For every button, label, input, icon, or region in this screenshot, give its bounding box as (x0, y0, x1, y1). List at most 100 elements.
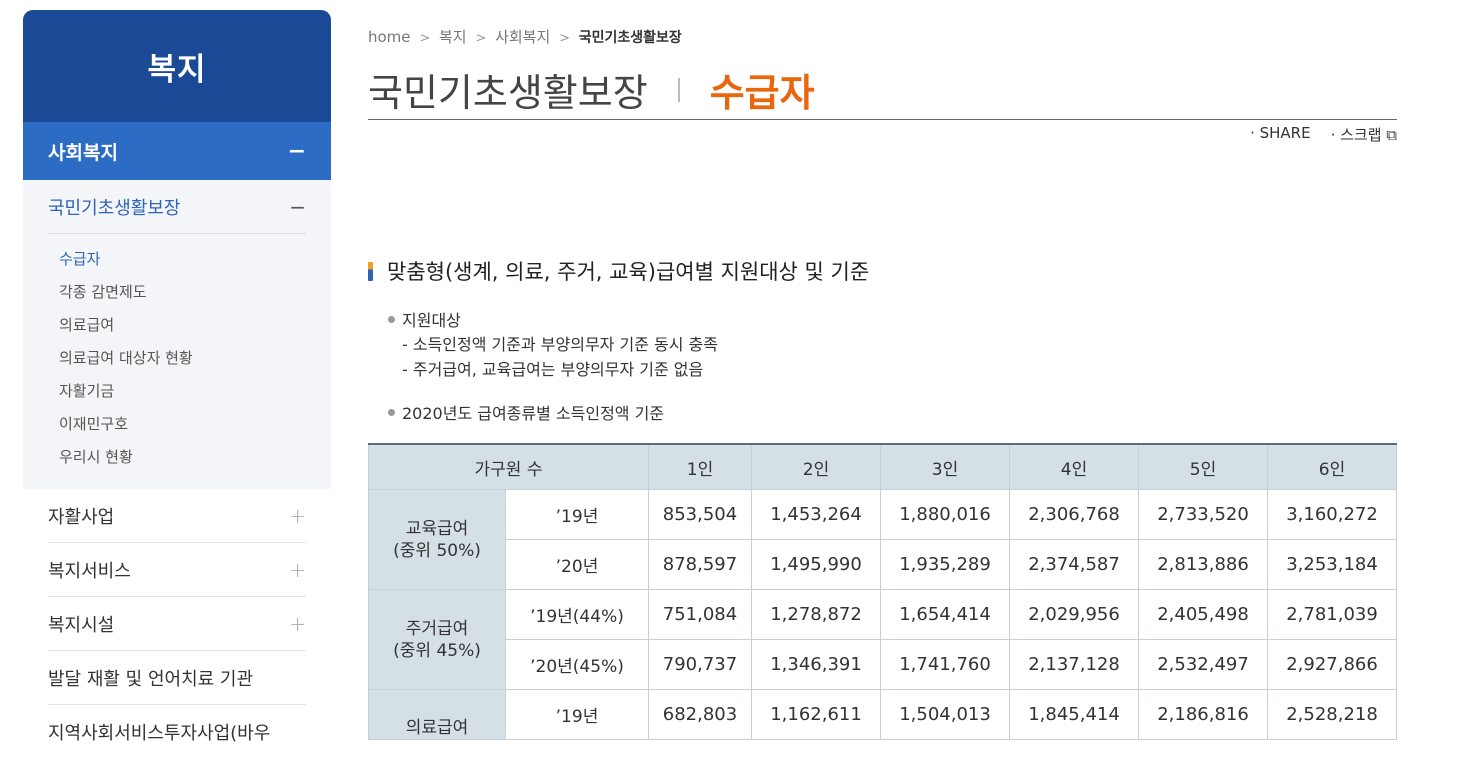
table-row: ’20년 878,597 1,495,990 1,935,289 2,374,5… (369, 539, 1397, 590)
plus-icon[interactable]: + (289, 557, 306, 582)
table-header-row: 가구원 수 1인 2인 3인 4인 5인 6인 (368, 443, 1397, 490)
sidebar-title-box: 복지 (23, 10, 331, 122)
group-name: 주거급여 (405, 618, 469, 639)
section-title-text: 맞춤형(생계, 의료, 주거, 교육)급여별 지원대상 및 기준 (387, 260, 870, 284)
bullet-dot-icon (388, 408, 395, 416)
bullet-support-target: 지원대상 (388, 307, 461, 331)
value-cell: 2,374,587 (1009, 539, 1139, 590)
table-header-cell: 2인 (751, 443, 881, 490)
value-cell: 3,160,272 (1267, 489, 1397, 540)
breadcrumb-item[interactable]: 사회복지 (495, 28, 551, 46)
plus-icon[interactable]: + (289, 611, 306, 636)
sidebar-depth3-list: 수급자 각종 감면제도 의료급여 의료급여 대상자 현황 자활기금 이재민구호 … (23, 234, 331, 477)
value-cell: 2,137,128 (1009, 639, 1139, 690)
value-cell: 1,935,289 (880, 539, 1010, 590)
dash-item: - 주거급여, 교육급여는 부양의무자 기준 없음 (402, 360, 704, 379)
sidebar-item-disaster-relief[interactable]: 이재민구호 (59, 415, 129, 433)
value-cell: 1,654,414 (880, 589, 1010, 640)
minus-icon[interactable]: − (287, 138, 306, 164)
value-cell: 2,405,498 (1138, 589, 1268, 640)
section-title: 맞춤형(생계, 의료, 주거, 교육)급여별 지원대상 및 기준 (368, 256, 869, 286)
year-cell: ’19년 (505, 489, 649, 540)
value-cell: 2,186,816 (1138, 689, 1268, 740)
sidebar-item-exemptions[interactable]: 각종 감면제도 (59, 283, 147, 301)
table-row: ’20년(45%) 790,737 1,346,391 1,741,760 2,… (369, 639, 1397, 690)
group-sub: (중위 45%) (393, 640, 481, 661)
row-group-header: 의료급여 (368, 689, 506, 740)
value-cell: 878,597 (648, 539, 752, 590)
minus-icon[interactable]: − (289, 194, 306, 219)
dash-item: - 소득인정액 기준과 부양의무자 기준 동시 충족 (402, 335, 718, 354)
table-header-cell: 1인 (648, 443, 752, 490)
year-cell: ’19년(44%) (505, 589, 649, 640)
value-cell: 1,162,611 (751, 689, 881, 740)
sidebar-item-welfare-service[interactable]: 복지서비스 + (48, 543, 306, 597)
group-name: 의료급여 (405, 718, 469, 738)
year-cell: ’20년(45%) (505, 639, 649, 690)
bullet-text: 2020년도 급여종류별 소득인정액 기준 (402, 404, 665, 423)
value-cell: 3,253,184 (1267, 539, 1397, 590)
value-cell: 1,504,013 (880, 689, 1010, 740)
bullet-text: 지원대상 (402, 311, 461, 330)
breadcrumb-item[interactable]: 복지 (439, 28, 467, 46)
sidebar-item-recipient[interactable]: 수급자 (59, 250, 101, 268)
breadcrumb-separator: > (559, 31, 570, 46)
sidebar-item-city-status[interactable]: 우리시 현황 (59, 448, 133, 466)
scrap-button[interactable]: · 스크랩 ⧉ (1330, 126, 1397, 144)
sidebar-item-self-support[interactable]: 자활사업 + (48, 489, 306, 543)
breadcrumb-separator: > (419, 31, 431, 46)
title-divider (677, 77, 680, 102)
value-cell: 2,528,218 (1267, 689, 1397, 740)
title-underline (368, 119, 1397, 120)
income-standard-table: 가구원 수 1인 2인 3인 4인 5인 6인 교육급여 (중위 50%) ’1… (368, 443, 1397, 740)
year-cell: ’20년 (505, 539, 649, 590)
value-cell: 2,733,520 (1138, 489, 1268, 540)
value-cell: 682,803 (648, 689, 752, 740)
value-cell: 1,453,264 (751, 489, 881, 540)
breadcrumb-home[interactable]: home (368, 28, 411, 46)
sidebar-item-label: 복지서비스 (48, 560, 131, 582)
value-cell: 1,741,760 (880, 639, 1010, 690)
page-title: 국민기초생활보장 수급자 (368, 62, 815, 117)
table-header-cell: 가구원 수 (368, 443, 649, 490)
value-cell: 2,532,497 (1138, 639, 1268, 690)
sidebar-title: 복지 (147, 51, 207, 88)
bullet-income-standard: 2020년도 급여종류별 소득인정액 기준 (388, 400, 664, 424)
sidebar-item-label: 자활사업 (48, 506, 115, 528)
sidebar-item-basic-livelihood[interactable]: 국민기초생활보장 − (48, 180, 306, 234)
sidebar-item-label: 복지시설 (48, 614, 115, 636)
value-cell: 790,737 (648, 639, 752, 690)
sidebar-item-medical-aid[interactable]: 의료급여 (59, 316, 115, 334)
value-cell: 853,504 (648, 489, 752, 540)
section-marker-icon (368, 261, 373, 281)
table-row: 교육급여 (중위 50%) ’19년 853,504 1,453,264 1,8… (368, 489, 1397, 590)
sidebar-item-community-service[interactable]: 지역사회서비스투자사업(바우 (48, 705, 306, 765)
sidebar-item-social-welfare[interactable]: 사회복지 − (23, 122, 331, 180)
sidebar-item-label: 발달 재활 및 언어치료 기관 (48, 668, 254, 690)
page-title-main: 국민기초생활보장 (368, 71, 648, 115)
breadcrumb-current: 국민기초생활보장 (578, 30, 682, 46)
share-tools: · SHARE · 스크랩 ⧉ (1250, 124, 1397, 145)
value-cell: 2,927,866 (1267, 639, 1397, 690)
sidebar-item-self-support-fund[interactable]: 자활기금 (59, 382, 115, 400)
sidebar-item-label: 국민기초생활보장 (48, 197, 181, 219)
value-cell: 1,880,016 (880, 489, 1010, 540)
table-header-cell: 3인 (880, 443, 1010, 490)
table-header-cell: 4인 (1009, 443, 1139, 490)
table-header-cell: 6인 (1267, 443, 1397, 490)
sidebar-item-rehab-institutions[interactable]: 발달 재활 및 언어치료 기관 (48, 651, 306, 705)
row-group-header: 교육급여 (중위 50%) (368, 489, 506, 590)
value-cell: 1,346,391 (751, 639, 881, 690)
sidebar-item-label: 지역사회서비스투자사업(바우 (48, 723, 271, 744)
value-cell: 1,845,414 (1009, 689, 1139, 740)
table-row: 주거급여 (중위 45%) ’19년(44%) 751,084 1,278,87… (368, 589, 1397, 690)
sidebar-submenu: 국민기초생활보장 − 수급자 각종 감면제도 의료급여 의료급여 대상자 현황 … (23, 180, 331, 489)
share-button[interactable]: · SHARE (1250, 124, 1311, 142)
value-cell: 1,495,990 (751, 539, 881, 590)
value-cell: 2,306,768 (1009, 489, 1139, 540)
sidebar-item-welfare-facility[interactable]: 복지시설 + (48, 597, 306, 651)
group-name: 교육급여 (405, 518, 469, 539)
sidebar-item-label: 사회복지 (48, 141, 118, 164)
plus-icon[interactable]: + (289, 503, 306, 528)
sidebar-item-medical-aid-status[interactable]: 의료급여 대상자 현황 (59, 349, 193, 367)
